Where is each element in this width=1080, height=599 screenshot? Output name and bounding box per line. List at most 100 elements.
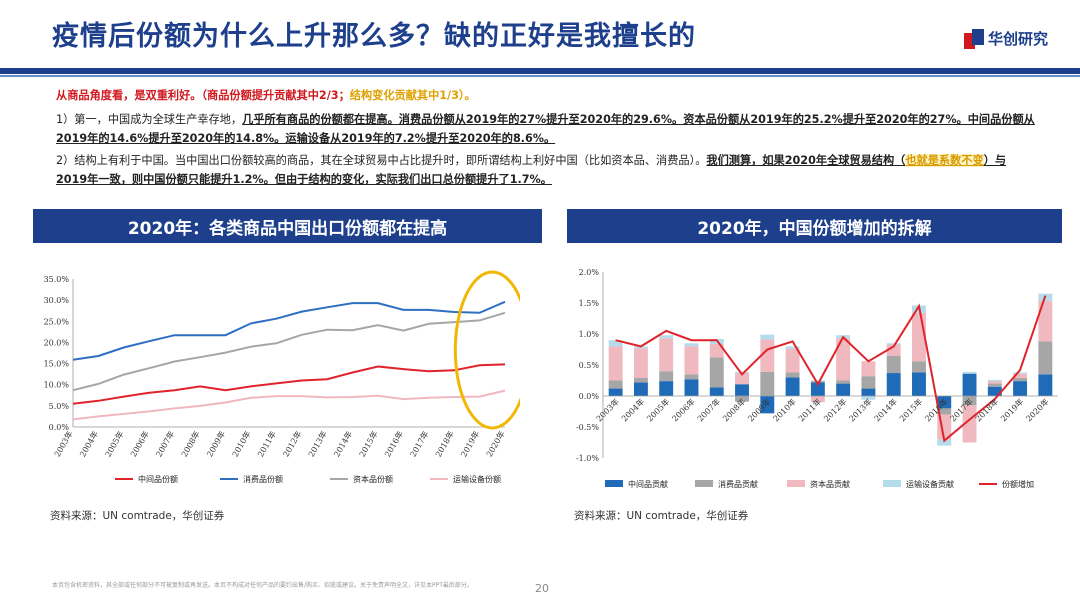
- p1-emphasis: 几乎所有商品的份额都在提高。消费品份额从2019年的27%提升至2020年的29…: [56, 113, 1035, 145]
- p2-highlight: 也就是系数不变: [905, 154, 984, 167]
- stacked-bar-segment: [608, 388, 623, 396]
- stacked-bar-segment: [861, 396, 876, 400]
- right-chart-header: 2020年，中国份额增加的拆解: [567, 209, 1062, 243]
- stacked-bar-segment: [886, 373, 901, 396]
- stacked-bar-segment: [659, 335, 674, 339]
- stacked-bar-segment: [709, 357, 724, 388]
- stacked-bar-segment: [1038, 374, 1053, 396]
- page-number: 20: [535, 582, 549, 595]
- legend-label: 资本品份额: [353, 474, 393, 484]
- x-tick-label: 2013年: [306, 429, 329, 459]
- line-series: [72, 363, 506, 405]
- stacked-bar-segment: [886, 343, 901, 345]
- stacked-bar-segment: [633, 378, 648, 383]
- x-tick-label: 2018年: [973, 396, 1000, 423]
- share-decomposition-chart: -1.0%-0.5%0.0%0.5%1.0%1.5%2.0%2003年2004年…: [576, 268, 1058, 489]
- stacked-bar-segment: [785, 348, 800, 373]
- p2-emphasis-b: ）与2019年一致，则中国份额只能提升1.2%。但由于结构的变化，实际我们出口总…: [56, 154, 1007, 186]
- stacked-bar-segment: [987, 383, 1002, 387]
- stacked-bar-segment: [886, 344, 901, 356]
- legend-swatch: [883, 480, 901, 487]
- stacked-bar-segment: [861, 388, 876, 396]
- p2-emphasis-a: 我们测算，如果2020年全球贸易结构（: [706, 154, 906, 167]
- stacked-bar-segment: [886, 355, 901, 374]
- x-tick-label: 2012年: [821, 396, 848, 423]
- stacked-bar-segment: [861, 361, 876, 377]
- y-tick-label: 5.0%: [49, 402, 70, 411]
- legend-swatch: [605, 480, 623, 487]
- stacked-bar-segment: [659, 381, 674, 396]
- share-line-chart: 0.0% 5.0% 10.0% 15.0% 20.0% 25.0% 30.0% 35.0% 20…: [44, 270, 520, 484]
- stacked-bar-segment: [608, 380, 623, 389]
- stacked-bar-segment: [836, 380, 851, 384]
- x-tick-label: 2010年: [771, 396, 798, 423]
- highlight-ring: [453, 270, 520, 430]
- stacked-bar-segment: [659, 371, 674, 382]
- y-tick-label: 20.0%: [44, 338, 70, 347]
- x-tick-label: 2004年: [619, 396, 646, 423]
- x-tick-label: 2019年: [458, 429, 481, 459]
- y-tick-label: 0.0%: [579, 392, 600, 401]
- stacked-bar-segment: [608, 346, 623, 381]
- logo-mark-icon: [964, 28, 984, 49]
- stacked-bar-segment: [962, 371, 977, 374]
- legend-label: 中间品份额: [138, 474, 178, 484]
- x-tick-label: 2009年: [204, 429, 227, 459]
- stacked-bar-segment: [987, 381, 1002, 384]
- y-tick-label: 1.5%: [579, 299, 600, 308]
- legend-label: 消费品份额: [243, 474, 283, 484]
- x-tick-label: 2004年: [77, 429, 100, 459]
- legend-swatch: [787, 480, 805, 487]
- x-tick-label: 2016年: [382, 429, 405, 459]
- stacked-bar-segment: [760, 339, 775, 372]
- line-series: [72, 300, 506, 361]
- x-tick-label: 2019年: [998, 396, 1025, 423]
- stacked-bar-segment: [912, 372, 926, 396]
- title-bar-thin: [0, 75, 1080, 77]
- share-increase-line: [615, 295, 1047, 443]
- p1-intro: 1）第一，中国成为全球生产幸存地，: [56, 113, 243, 126]
- y-tick-label: 30.0%: [44, 296, 70, 305]
- stacked-bar-segment: [912, 361, 926, 373]
- stacked-bar-segment: [1038, 341, 1053, 375]
- x-tick-label: 2020年: [484, 429, 507, 459]
- stacked-bar-segment: [785, 372, 800, 378]
- line-series: [72, 311, 506, 392]
- legend-label: 运输设备贡献: [906, 479, 954, 489]
- y-tick-label: 15.0%: [44, 360, 70, 369]
- x-tick-label: 2003年: [52, 429, 75, 459]
- stacked-bar-segment: [659, 338, 674, 372]
- lead-red: 从商品角度看，是双重利好。: [56, 89, 202, 102]
- legend-label: 运输设备份额: [453, 474, 501, 484]
- stacked-bar-segment: [735, 373, 749, 385]
- page-title: 疫情后份额为什么上升那么多？缺的正好是我擅长的: [52, 21, 696, 52]
- legend-swatch: [695, 480, 713, 487]
- summary-lead: 从商品角度看，是双重利好。（商品份额提升贡献其中2/3；结构变化贡献其中1/3）…: [56, 86, 1036, 105]
- stacked-bar-segment: [735, 384, 749, 396]
- stacked-bar-segment: [937, 396, 952, 409]
- x-tick-label: 2007年: [695, 396, 722, 423]
- disclaimer: 本页包含机密资料，其全部或任何部分不可被复制或再发送。本页不构成对任何产品的要约…: [52, 582, 473, 589]
- stacked-bar-segment: [633, 348, 648, 379]
- x-tick-label: 2012年: [281, 429, 304, 459]
- stacked-bar-segment: [1038, 301, 1053, 342]
- x-tick-label: 2015年: [897, 396, 924, 423]
- lead-bracket: （商品份额提升贡献其中2/3；: [201, 89, 350, 102]
- x-tick-label: 2008年: [179, 429, 202, 459]
- x-tick-label: 2020年: [1024, 396, 1051, 423]
- stacked-bar-segment: [836, 338, 851, 381]
- y-tick-label: 2.0%: [579, 268, 600, 277]
- x-tick-label: 2005年: [103, 429, 126, 459]
- legend-label: 中间品贡献: [628, 479, 668, 489]
- stacked-bar-segment: [735, 371, 749, 374]
- y-tick-label: 1.0%: [579, 330, 600, 339]
- y-tick-label: -1.0%: [576, 454, 599, 463]
- stacked-bar-segment: [1013, 381, 1028, 396]
- stacked-bar-segment: [760, 371, 775, 396]
- stacked-bar-segment: [709, 387, 724, 396]
- stacked-bar-segment: [1013, 373, 1028, 379]
- left-chart-header: 2020年：各类商品中国出口份额都在提高: [33, 209, 542, 243]
- x-tick-label: 2018年: [433, 429, 456, 459]
- x-tick-label: 2011年: [255, 429, 278, 459]
- stacked-bar-segment: [760, 334, 775, 340]
